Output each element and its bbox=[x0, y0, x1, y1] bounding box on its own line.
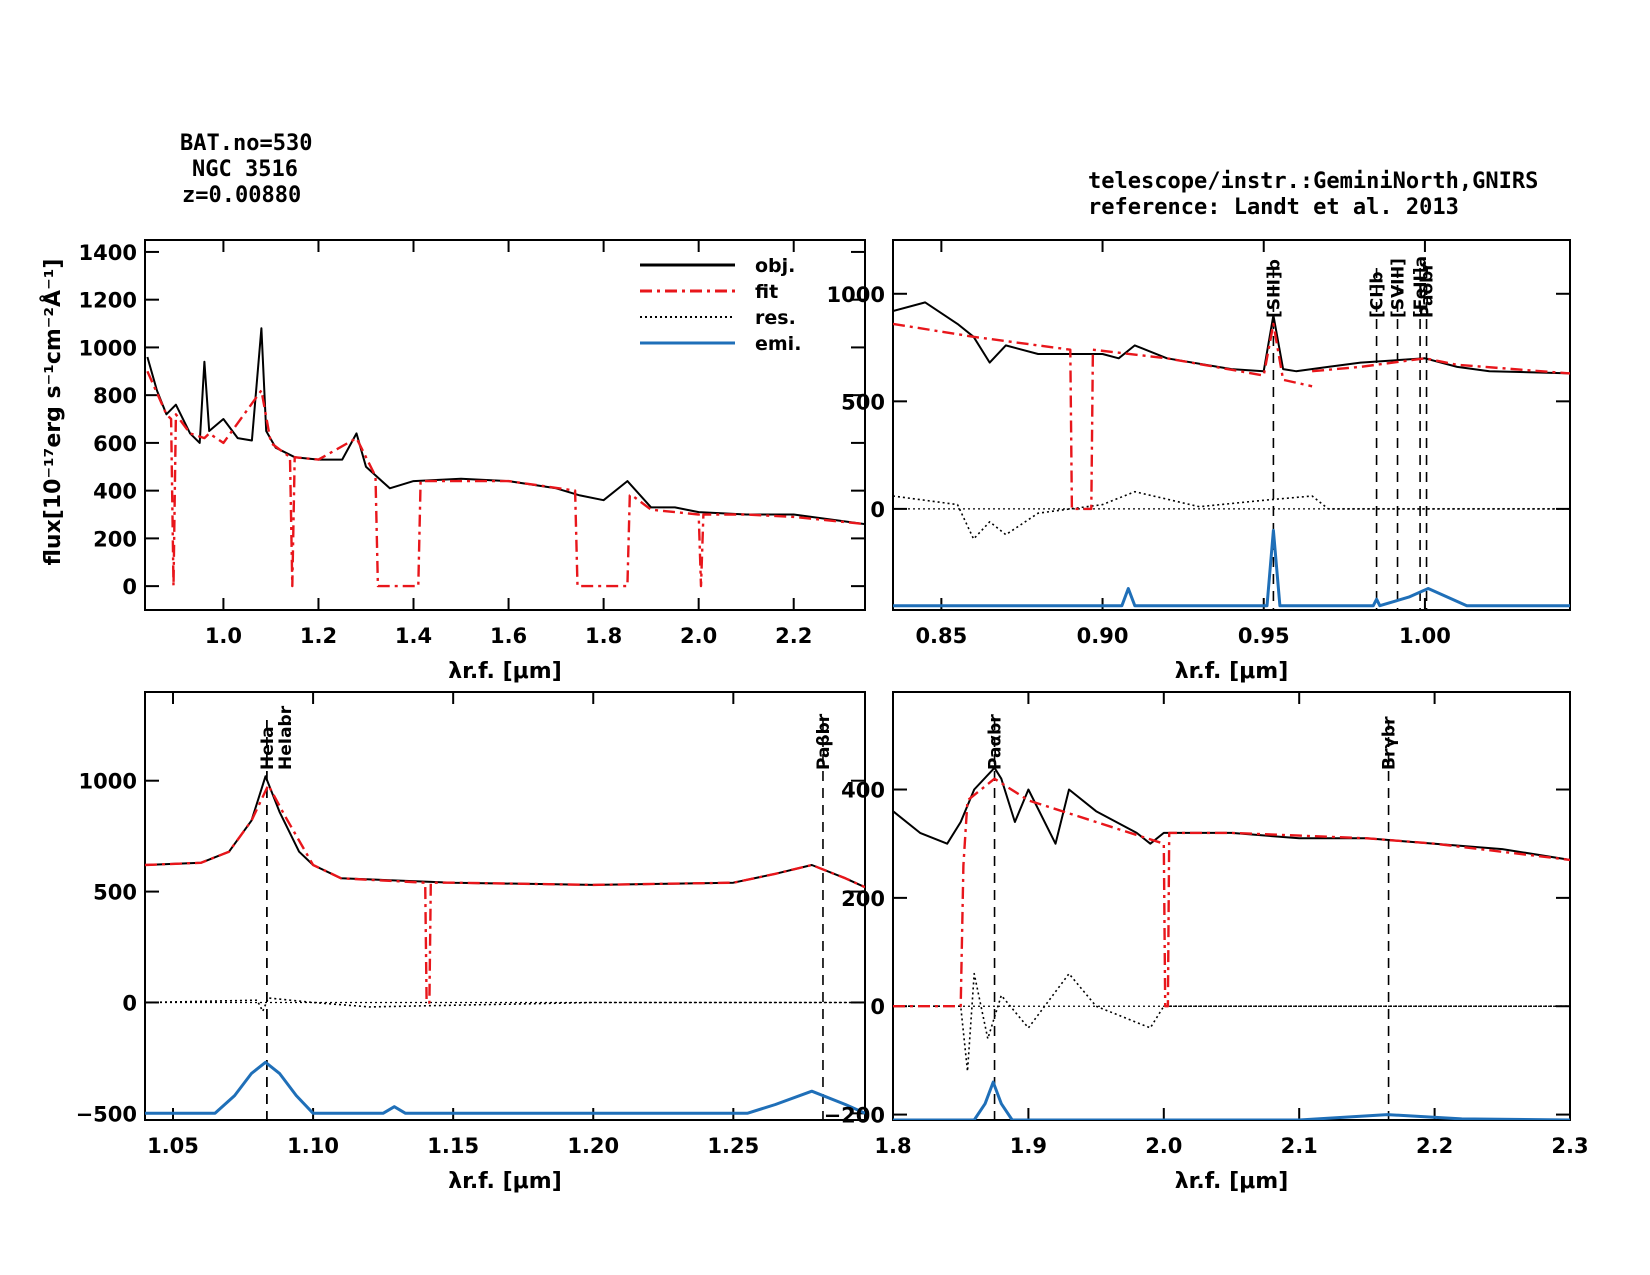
emission-line-label: Paβbr bbox=[814, 713, 834, 770]
x-tick-label: 1.4 bbox=[395, 624, 432, 648]
x-tick-label: 1.2 bbox=[300, 624, 337, 648]
emission-line-label: [CI]b bbox=[1368, 271, 1388, 318]
y-tick-label: 0 bbox=[122, 991, 137, 1015]
emission-line-label: HeIa bbox=[258, 726, 278, 770]
emission-line-label: [FeII]a bbox=[1411, 256, 1431, 318]
x-tick-label: 2.1 bbox=[1281, 1134, 1318, 1158]
legend-label: obj. bbox=[755, 255, 795, 277]
y-tick-label: 200 bbox=[93, 527, 137, 551]
x-tick-label: 2.2 bbox=[1416, 1134, 1453, 1158]
x-tick-label: 1.8 bbox=[874, 1134, 911, 1158]
emission-line-label: Paαbr bbox=[986, 714, 1006, 770]
plot-frame bbox=[892, 239, 1571, 611]
y-tick-label: 1000 bbox=[827, 283, 885, 307]
y-tick-label: 1000 bbox=[79, 336, 137, 360]
panel-zoom-0.85-1.05: 0.85 0.90 0.95 1.00 0 500 1000 λr.f. [μm] [SIII]… bbox=[827, 239, 1571, 684]
emission-line-label: Brγbr bbox=[1380, 716, 1400, 770]
legend-label: fit bbox=[755, 281, 778, 303]
x-tick-label: 1.15 bbox=[427, 1134, 479, 1158]
x-tick-label: 1.8 bbox=[585, 624, 622, 648]
header-telescope: telescope/instr.:GeminiNorth,GNIRS bbox=[1088, 169, 1538, 194]
x-tick-label: 2.3 bbox=[1551, 1134, 1588, 1158]
legend-label: res. bbox=[755, 307, 796, 329]
x-axis-label: λr.f. [μm] bbox=[1175, 1169, 1289, 1194]
residual-series bbox=[893, 490, 1570, 540]
header-redshift: z=0.00880 bbox=[182, 183, 301, 208]
emission-line-label: HeIabr bbox=[276, 705, 296, 770]
panel-zoom-1.8-2.3: 1.8 1.9 2.0 2.1 2.2 2.3 −200 0 200 400 λr.f. [μm] P… bbox=[824, 691, 1589, 1194]
x-axis-label: λr.f. [μm] bbox=[448, 1169, 562, 1194]
x-tick-label: 1.25 bbox=[707, 1134, 759, 1158]
y-tick-label: −200 bbox=[824, 1104, 885, 1128]
y-tick-label: 1000 bbox=[79, 770, 137, 794]
y-tick-label: 400 bbox=[841, 779, 885, 803]
emission-series bbox=[145, 1060, 865, 1115]
x-axis-label: λr.f. [μm] bbox=[448, 659, 562, 684]
x-tick-label: 1.00 bbox=[1399, 624, 1451, 648]
x-tick-label: 0.85 bbox=[915, 624, 967, 648]
header-reference: reference: Landt et al. 2013 bbox=[1088, 195, 1459, 220]
plot-frame bbox=[144, 239, 866, 611]
x-tick-label: 2.0 bbox=[680, 624, 717, 648]
object-series bbox=[146, 327, 865, 526]
panel-full-spectrum: 1.0 1.2 1.4 1.6 1.8 2.0 2.2 0 200 400 600 800 1000 12… bbox=[79, 239, 866, 684]
legend-label: emi. bbox=[755, 333, 801, 355]
y-tick-label: −500 bbox=[76, 1102, 137, 1126]
y-tick-label: 0 bbox=[122, 575, 137, 599]
residual-series bbox=[145, 997, 865, 1013]
y-tick-label: 600 bbox=[93, 432, 137, 456]
y-axis-label: flux[10⁻¹⁷erg s⁻¹cm⁻²Å⁻¹] bbox=[40, 259, 66, 566]
x-tick-label: 1.20 bbox=[567, 1134, 619, 1158]
emission-line-label: [SVIII] bbox=[1389, 258, 1409, 318]
y-tick-label: 0 bbox=[870, 995, 885, 1019]
emission-series bbox=[893, 1080, 1570, 1120]
x-tick-label: 2.2 bbox=[775, 624, 812, 648]
y-tick-label: 200 bbox=[841, 887, 885, 911]
y-tick-label: 0 bbox=[870, 498, 885, 522]
x-axis-label: λr.f. [μm] bbox=[1175, 659, 1289, 684]
x-tick-label: 1.9 bbox=[1010, 1134, 1047, 1158]
y-tick-label: 500 bbox=[841, 390, 885, 414]
header-galaxy-name: NGC 3516 bbox=[192, 157, 298, 182]
object-series bbox=[145, 775, 865, 889]
y-tick-label: 400 bbox=[93, 480, 137, 504]
x-tick-label: 1.6 bbox=[490, 624, 527, 648]
fit-series-2 bbox=[1311, 357, 1570, 375]
emission-line-label: Paδbr bbox=[1418, 262, 1438, 318]
x-tick-label: 0.95 bbox=[1238, 624, 1290, 648]
y-tick-label: 1200 bbox=[79, 289, 137, 313]
y-tick-label: 500 bbox=[93, 881, 137, 905]
x-tick-label: 0.90 bbox=[1077, 624, 1129, 648]
header-bat-number: BAT.no=530 bbox=[180, 131, 312, 156]
x-tick-label: 1.05 bbox=[147, 1134, 199, 1158]
header-right: telescope/instr.:GeminiNorth,GNIRS refer… bbox=[1088, 169, 1538, 220]
fit-series bbox=[893, 777, 1570, 1008]
legend: obj. fit res. emi. bbox=[640, 255, 801, 355]
x-tick-label: 2.0 bbox=[1145, 1134, 1182, 1158]
y-tick-label: 800 bbox=[93, 384, 137, 408]
header-left: BAT.no=530 NGC 3516 z=0.00880 bbox=[180, 131, 312, 208]
y-tick-label: 1400 bbox=[79, 241, 137, 265]
fit-series bbox=[146, 370, 865, 588]
object-series bbox=[893, 301, 1570, 375]
plot-frame bbox=[144, 691, 866, 1121]
fit-series bbox=[893, 322, 1313, 511]
residual-series bbox=[893, 972, 1570, 1072]
fit-series bbox=[145, 783, 865, 1004]
emission-series bbox=[893, 528, 1570, 608]
x-tick-label: 1.0 bbox=[205, 624, 242, 648]
emission-line-label: [SIII]b bbox=[1264, 259, 1284, 318]
panel-zoom-1.05-1.30: 1.05 1.10 1.15 1.20 1.25 −500 0 500 1000 λr.f. [μ… bbox=[76, 691, 866, 1194]
x-tick-label: 1.10 bbox=[287, 1134, 339, 1158]
